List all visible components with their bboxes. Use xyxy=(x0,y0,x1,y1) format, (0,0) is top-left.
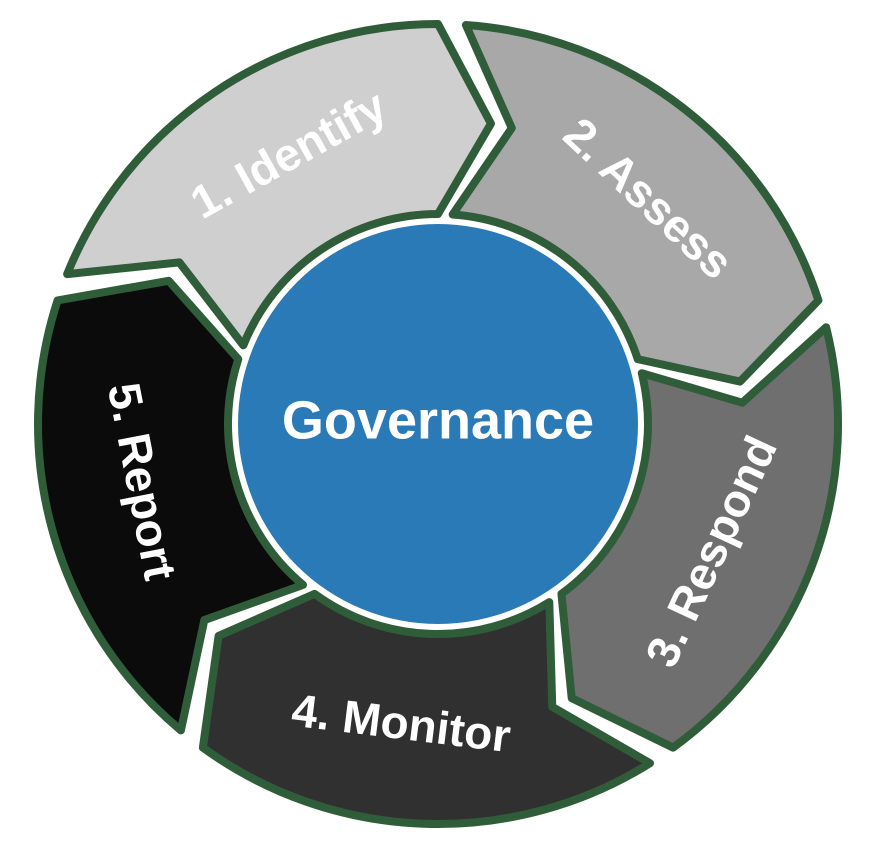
center-label: Governance xyxy=(282,390,594,450)
governance-cycle-diagram: 1. Identify2. Assess3. Respond4. Monitor… xyxy=(0,0,876,848)
cycle-svg: 1. Identify2. Assess3. Respond4. Monitor… xyxy=(0,0,876,848)
